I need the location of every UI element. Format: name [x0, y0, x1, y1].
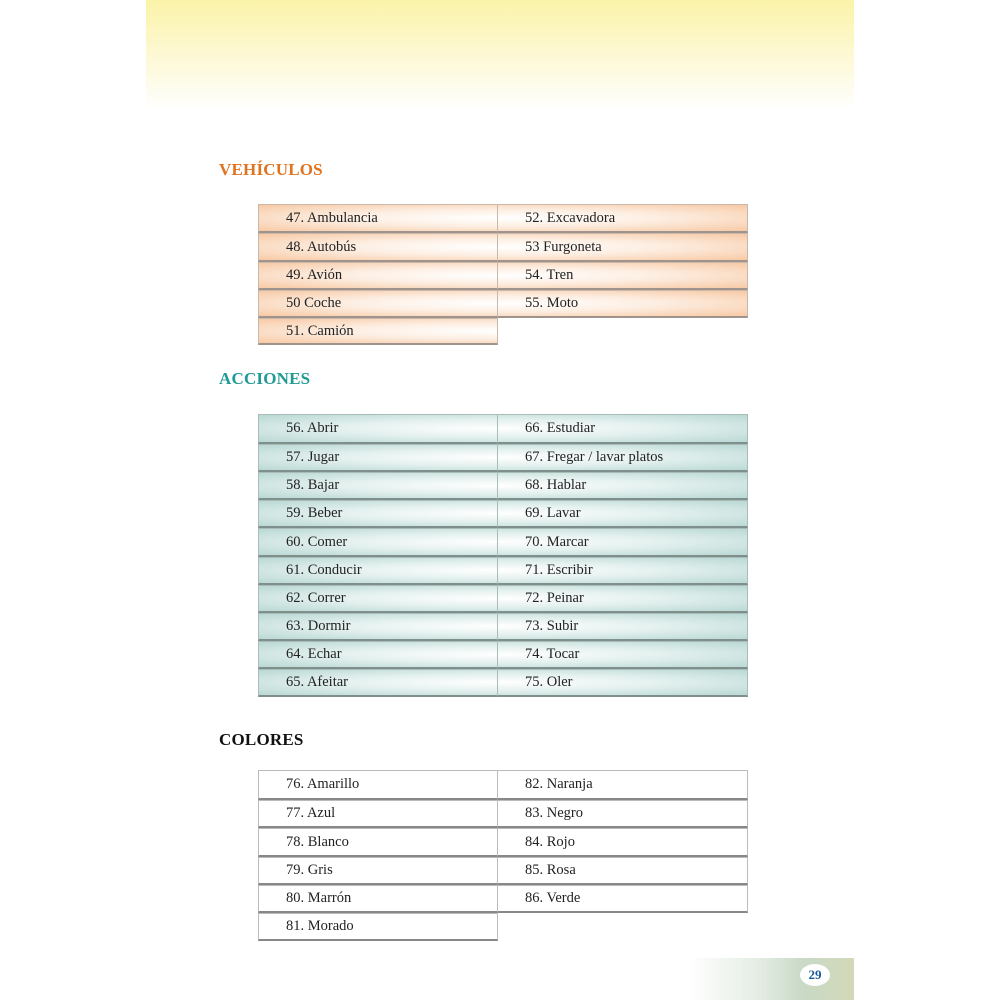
table-cell: 78. Blanco	[258, 828, 498, 857]
page-footer-decoration	[688, 958, 854, 1000]
table-cell: 75. Oler	[497, 669, 748, 697]
table-cell: 69. Lavar	[497, 500, 748, 528]
table-cell: 70. Marcar	[497, 528, 748, 557]
table-cell: 68. Hablar	[497, 472, 748, 500]
table-cell: 67. Fregar / lavar platos	[497, 444, 748, 472]
table-cell: 74. Tocar	[497, 641, 748, 669]
table-cell: 86. Verde	[497, 885, 748, 913]
table-cell: 58. Bajar	[258, 472, 498, 500]
table-cell: 82. Naranja	[497, 770, 748, 800]
table-cell: 57. Jugar	[258, 444, 498, 472]
table-cell: 48. Autobús	[258, 233, 498, 262]
table-cell: 81. Morado	[258, 913, 498, 941]
table-cell: 62. Correr	[258, 585, 498, 613]
table-cell: 56. Abrir	[258, 414, 498, 444]
table-cell: 61. Conducir	[258, 557, 498, 585]
header-band	[146, 0, 854, 110]
table-cell: 65. Afeitar	[258, 669, 498, 697]
table-cell: 73. Subir	[497, 613, 748, 641]
heading-colores: COLORES	[219, 730, 304, 749]
table-cell: 53 Furgoneta	[497, 233, 748, 262]
table-cell: 49. Avión	[258, 262, 498, 290]
table-cell: 79. Gris	[258, 857, 498, 885]
table-cell: 80. Marrón	[258, 885, 498, 913]
table-cell: 72. Peinar	[497, 585, 748, 613]
table-cell: 84. Rojo	[497, 828, 748, 857]
table-cell: 83. Negro	[497, 800, 748, 828]
table-cell: 60. Comer	[258, 528, 498, 557]
table-cell: 51. Camión	[258, 318, 498, 345]
table-cell: 55. Moto	[497, 290, 748, 318]
table-cell: 59. Beber	[258, 500, 498, 528]
table-cell: 52. Excavadora	[497, 204, 748, 233]
table-cell: 76. Amarillo	[258, 770, 498, 800]
heading-vehiculos: VEHÍCULOS	[219, 160, 323, 179]
table-cell: 64. Echar	[258, 641, 498, 669]
table-cell: 50 Coche	[258, 290, 498, 318]
table-cell: 47. Ambulancia	[258, 204, 498, 233]
table-cell: 71. Escribir	[497, 557, 748, 585]
table-cell: 66. Estudiar	[497, 414, 748, 444]
table-cell: 63. Dormir	[258, 613, 498, 641]
table-cell: 77. Azul	[258, 800, 498, 828]
table-cell: 85. Rosa	[497, 857, 748, 885]
heading-acciones: ACCIONES	[219, 369, 311, 388]
table-cell: 54. Tren	[497, 262, 748, 290]
page-number: 29	[800, 964, 830, 986]
